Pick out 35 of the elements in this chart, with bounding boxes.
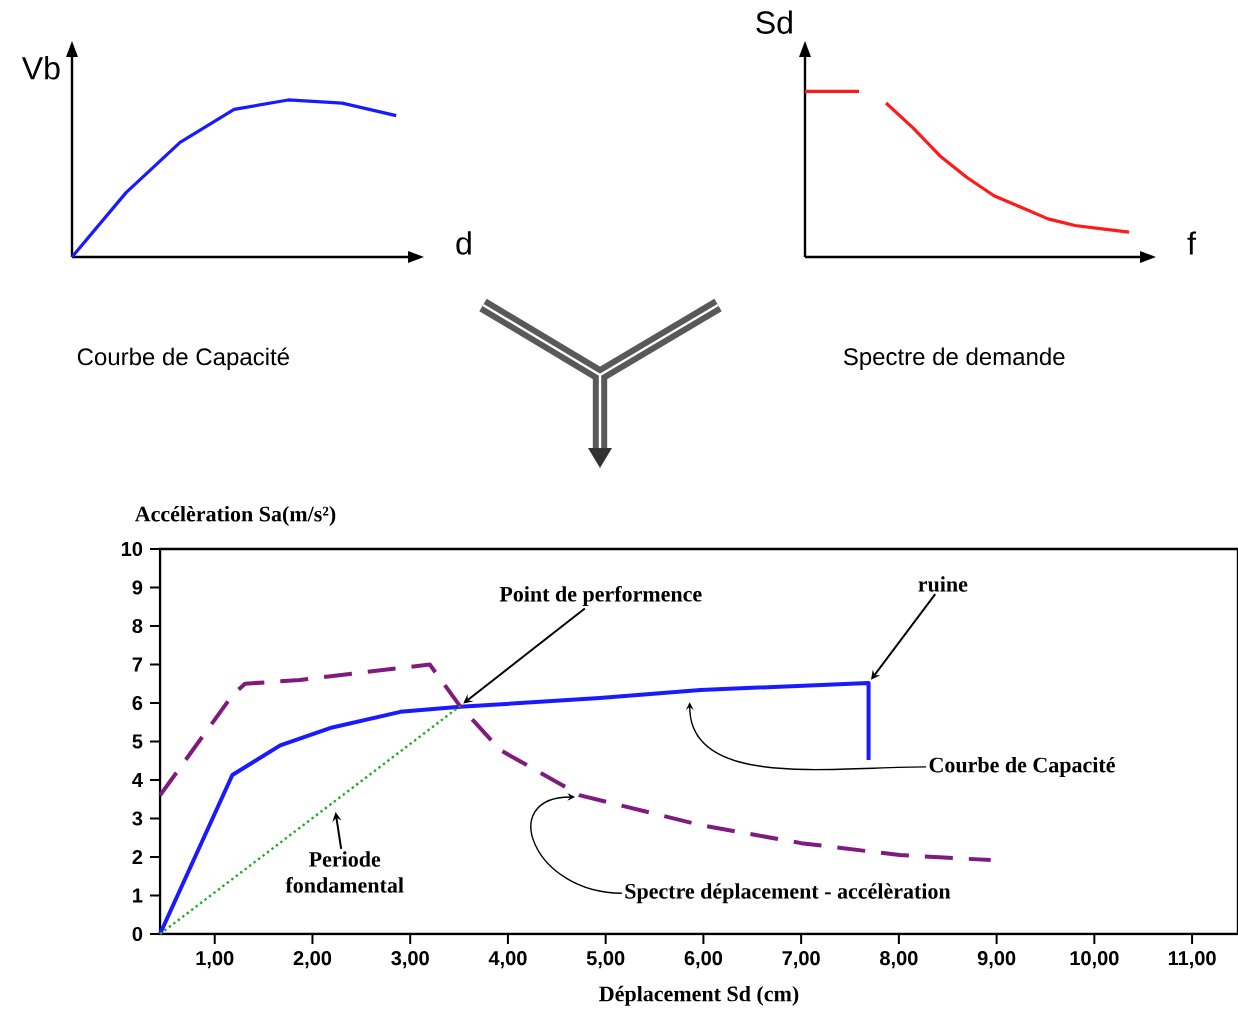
x-tick-label: 2,00	[293, 951, 332, 969]
text: Spectre de demande	[843, 347, 1065, 370]
y-tick-label: 10	[121, 541, 143, 557]
x-axis-title: Déplacement Sd (cm)	[599, 985, 799, 1006]
y-tick-label: 4	[132, 773, 143, 787]
y-tick-label: 9	[132, 580, 143, 595]
x-tick-label: 11,00	[1168, 951, 1216, 969]
x-tick-label: 7,00	[782, 951, 820, 969]
x-tick-label: 3,00	[391, 951, 429, 969]
y-axis-title: Accélèration Sa(m/s²)	[134, 505, 336, 526]
y-tick-label: 1	[133, 888, 143, 903]
x-tick-label: 9,00	[977, 951, 1016, 969]
annotation: ruine	[918, 576, 968, 592]
x-tick-label: 10,00	[1070, 951, 1119, 969]
y-tick-label: 6	[132, 695, 143, 711]
y-axis-title: Vb	[21, 56, 60, 80]
y-tick-label: 2	[132, 850, 143, 864]
x-tick-label: 6,00	[684, 951, 723, 969]
y-tick-label: 7	[132, 657, 143, 672]
x-tick-label: 1,00	[196, 951, 234, 969]
x-axis-title: d	[456, 231, 471, 255]
annotation: Point de performence	[499, 585, 702, 607]
annotation: Periode fondamental	[285, 851, 404, 893]
annotation: Spectre déplacement - accélèration	[625, 883, 951, 904]
x-tick-label: 8,00	[880, 951, 918, 969]
y-tick-label: 8	[132, 618, 143, 634]
annotation: Courbe de Capacité	[929, 756, 1115, 777]
text: Courbe de Capacité	[77, 347, 289, 371]
x-tick-label: 4,00	[488, 951, 527, 969]
x-axis-title: f	[1187, 231, 1197, 255]
y-tick-label: 0	[132, 926, 143, 942]
y-axis-title: Sd	[756, 10, 792, 34]
y-tick-label: 3	[132, 811, 143, 826]
y-tick-label: 5	[132, 734, 143, 749]
x-tick-label: 5,00	[586, 951, 625, 969]
